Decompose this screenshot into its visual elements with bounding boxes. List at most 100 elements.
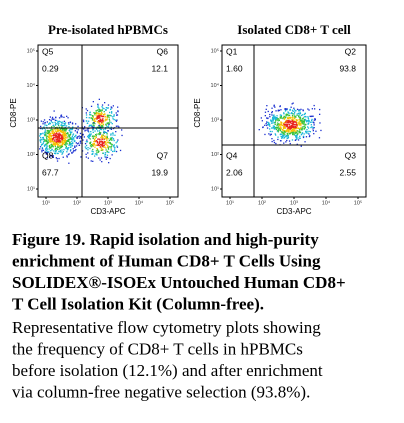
event-dot — [50, 143, 52, 146]
event-dot — [62, 131, 64, 133]
event-dot — [57, 142, 59, 144]
event-dot — [285, 130, 287, 132]
event-dot — [89, 134, 91, 136]
event-dot — [290, 130, 293, 132]
event-dot — [279, 140, 282, 142]
event-dot — [100, 137, 102, 139]
event-dot — [298, 122, 300, 124]
event-dot — [64, 129, 66, 131]
event-dot — [88, 120, 90, 122]
event-dot — [72, 126, 74, 128]
event-dot — [105, 141, 107, 144]
event-dot — [101, 141, 103, 143]
event-dot — [107, 107, 109, 109]
event-dot — [61, 133, 64, 135]
event-dot — [105, 109, 107, 111]
event-dot — [94, 136, 96, 138]
event-dot — [308, 133, 310, 135]
event-dot — [62, 121, 64, 123]
event-dot — [77, 129, 79, 131]
event-dot — [107, 126, 109, 129]
event-dot — [55, 128, 57, 130]
event-dot — [79, 142, 82, 144]
event-dot — [100, 157, 103, 159]
event-dot — [102, 142, 104, 144]
event-dot — [46, 153, 48, 155]
event-dot — [290, 120, 292, 122]
event-dot — [285, 141, 287, 143]
event-dot — [98, 130, 101, 132]
event-dot — [302, 136, 305, 139]
event-dot — [304, 126, 306, 129]
event-dot — [66, 137, 68, 139]
event-dot — [109, 111, 111, 114]
event-dot — [45, 124, 47, 127]
event-dot — [62, 141, 64, 143]
event-dot — [113, 146, 115, 148]
event-dot — [102, 107, 104, 109]
event-dot — [95, 134, 97, 136]
event-dot — [49, 156, 51, 158]
event-dot — [289, 120, 291, 123]
quadrant-name: Q5 — [42, 46, 54, 56]
event-dot — [92, 118, 94, 120]
event-dot — [275, 128, 278, 130]
event-dot — [107, 147, 109, 149]
event-dot — [92, 151, 94, 153]
event-dot — [114, 150, 116, 152]
event-dot — [50, 134, 52, 136]
event-dot — [40, 138, 42, 141]
event-dot — [53, 142, 55, 145]
event-dot — [290, 106, 292, 108]
event-dot — [286, 126, 289, 128]
event-dot — [88, 134, 90, 136]
event-dot — [101, 104, 104, 106]
event-dot — [95, 117, 97, 119]
event-dot — [86, 122, 89, 124]
event-dot — [58, 146, 60, 148]
event-dot — [286, 132, 288, 135]
event-dot — [278, 109, 281, 111]
event-dot — [64, 144, 66, 146]
event-dot — [104, 146, 106, 148]
event-dot — [103, 131, 105, 133]
event-dot — [67, 136, 69, 138]
event-dot — [99, 113, 101, 115]
event-dot — [293, 123, 295, 125]
event-dot — [89, 112, 91, 114]
event-dot — [298, 115, 300, 117]
event-dot — [96, 128, 98, 130]
event-dot — [293, 128, 295, 130]
event-dot — [97, 103, 99, 105]
event-dot — [96, 154, 98, 156]
event-dot — [61, 129, 64, 131]
caption-title: SOLIDEX®-ISOEx Untouched Human CD8+ — [12, 273, 346, 292]
event-dot — [49, 122, 51, 124]
event-dot — [308, 109, 310, 111]
event-dot — [114, 148, 116, 150]
event-dot — [307, 120, 310, 122]
event-dot — [258, 129, 260, 131]
event-dot — [93, 135, 95, 137]
event-dot — [280, 127, 282, 129]
event-dot — [103, 111, 105, 113]
x-tick-label: 10³ — [290, 200, 298, 206]
event-dot — [271, 111, 273, 113]
event-dot — [46, 135, 48, 137]
event-dot — [273, 127, 275, 129]
event-dot — [51, 132, 53, 135]
event-dot — [288, 126, 290, 128]
event-dot — [93, 124, 95, 127]
event-dot — [79, 132, 82, 135]
event-dot — [274, 116, 276, 118]
quadrant-value: 93.8 — [339, 63, 356, 73]
caption-body: Representative flow cytometry plots show… — [12, 318, 321, 337]
event-dot — [113, 118, 115, 121]
event-dot — [281, 121, 283, 124]
event-dot — [107, 115, 109, 118]
event-dot — [47, 152, 49, 154]
event-dot — [92, 116, 94, 119]
event-dot — [292, 133, 294, 136]
event-dot — [274, 121, 276, 123]
event-dot — [283, 116, 285, 118]
